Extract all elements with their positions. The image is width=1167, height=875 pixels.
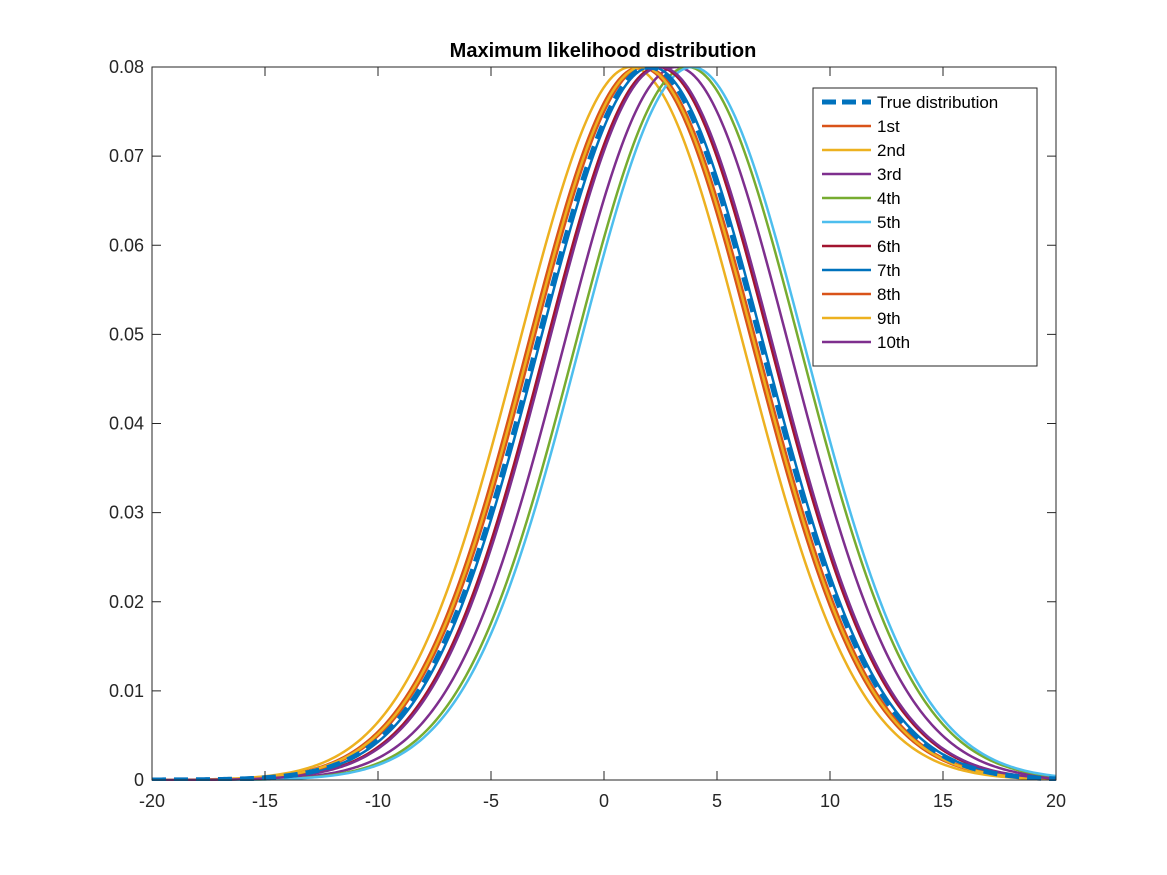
chart-title: Maximum likelihood distribution xyxy=(450,40,757,62)
legend-label: 1st xyxy=(877,117,900,136)
x-tick-label: 20 xyxy=(1046,791,1066,811)
series-line-10th xyxy=(152,67,1056,781)
y-tick-label: 0.08 xyxy=(109,57,144,77)
legend-label: 2nd xyxy=(877,141,905,160)
y-tick-label: 0.01 xyxy=(109,681,144,701)
legend-label: 6th xyxy=(877,237,901,256)
legend: True distribution 1st 2nd 3rd 4th 5th 6th 7th 8t… xyxy=(812,87,1038,367)
x-tick-label: -20 xyxy=(139,791,165,811)
y-tick-label: 0.02 xyxy=(109,592,144,612)
series-line-9th xyxy=(152,67,1056,781)
y-tick-label: 0.05 xyxy=(109,324,144,344)
axis-ticks: -20 -15 -10 -5 0 5 10 15 20 0 0.01 0.02 0.03 0.04 0.05… xyxy=(109,57,1066,811)
x-tick-label: -10 xyxy=(365,791,391,811)
x-tick-label: 15 xyxy=(933,791,953,811)
x-tick-label: 0 xyxy=(599,791,609,811)
x-tick-label: -15 xyxy=(252,791,278,811)
legend-label: 4th xyxy=(877,189,901,208)
legend-label: 10th xyxy=(877,333,910,352)
y-tick-label: 0 xyxy=(134,770,144,790)
legend-label: 9th xyxy=(877,309,901,328)
legend-box xyxy=(812,87,1038,367)
legend-label: 7th xyxy=(877,261,901,280)
legend-label: 3rd xyxy=(877,165,902,184)
legend-label: 8th xyxy=(877,285,901,304)
y-tick-label: 0.04 xyxy=(109,414,144,434)
series-lines xyxy=(152,67,1056,781)
y-tick-label: 0.06 xyxy=(109,235,144,255)
legend-label: 5th xyxy=(877,213,901,232)
x-tick-label: 5 xyxy=(712,791,722,811)
y-tick-label: 0.03 xyxy=(109,503,144,523)
y-tick-label: 0.07 xyxy=(109,146,144,166)
legend-label: True distribution xyxy=(877,93,998,112)
series-line-5th xyxy=(152,67,1056,781)
x-tick-label: 10 xyxy=(820,791,840,811)
x-tick-label: -5 xyxy=(483,791,499,811)
series-line-2nd xyxy=(152,67,1056,781)
